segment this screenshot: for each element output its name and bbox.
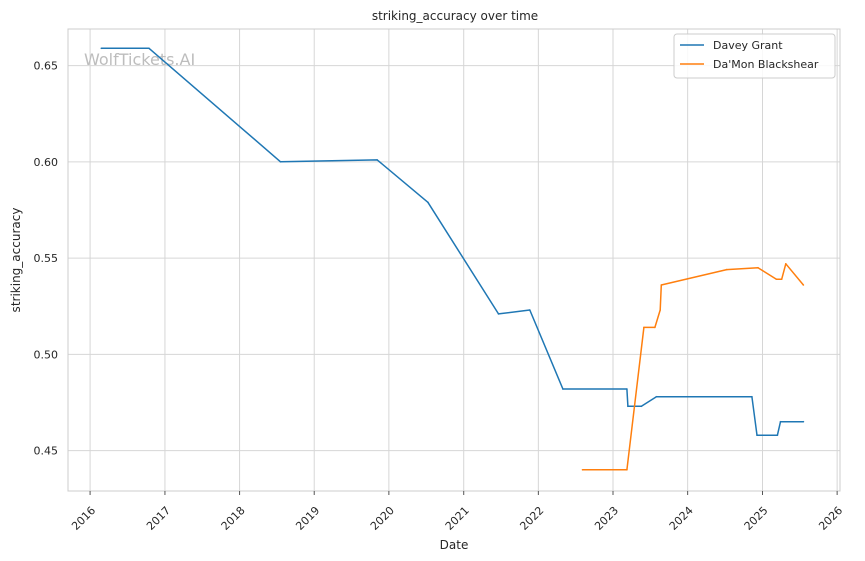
x-axis-ticks: 2016 2017 2018 2019 2020 2021 2022 2023 2024 2025… (69, 491, 845, 533)
data-point-da-mon-blackshear (785, 263, 787, 265)
data-point-da-mon-blackshear (654, 326, 656, 329)
data-point-da-mon-blackshear (643, 326, 645, 329)
data-point-da-mon-blackshear (780, 278, 783, 281)
data-point-da-mon-blackshear (626, 469, 628, 471)
chart-title: striking_accuracy over time (372, 9, 538, 23)
series-line-da-mon-blackshear (582, 263, 804, 471)
x-tick-label: 2019 (293, 504, 322, 533)
y-tick-label: 0.50 (34, 348, 59, 361)
series-lines (100, 47, 805, 471)
data-point-davey-grant (279, 161, 282, 163)
data-point-davey-grant (562, 388, 564, 390)
data-point-davey-grant (376, 159, 379, 161)
legend-box (673, 33, 836, 79)
x-tick-label: 2021 (443, 504, 472, 533)
data-point-davey-grant (627, 405, 629, 408)
y-axis-ticks: 0.45 0.50 0.55 0.60 0.65 (34, 60, 59, 458)
data-point-davey-grant (751, 395, 753, 398)
data-point-da-mon-blackshear (775, 278, 778, 281)
data-point-davey-grant (626, 388, 628, 390)
x-tick-label: 2023 (592, 504, 621, 533)
data-point-davey-grant (776, 434, 779, 437)
y-axis-label: striking_accuracy (9, 208, 23, 313)
data-point-da-mon-blackshear (581, 469, 584, 471)
x-axis-label: Date (440, 538, 469, 552)
x-tick-label: 2017 (144, 504, 173, 533)
data-point-davey-grant (100, 47, 103, 50)
data-point-da-mon-blackshear (802, 284, 805, 286)
x-tick-label: 2018 (219, 504, 248, 533)
y-tick-label: 0.55 (34, 252, 59, 265)
x-tick-label: 2022 (517, 504, 546, 533)
data-point-davey-grant (640, 405, 643, 408)
plot-area-frame (67, 28, 841, 492)
x-tick-label: 2025 (742, 504, 771, 533)
y-tick-label: 0.45 (34, 445, 59, 458)
data-point-davey-grant (497, 313, 500, 315)
data-point-davey-grant (655, 395, 658, 398)
x-tick-label: 2020 (368, 504, 397, 533)
data-point-da-mon-blackshear (660, 284, 663, 286)
x-tick-label: 2016 (69, 504, 98, 533)
legend: Davey Grant Da'Mon Blackshear (673, 33, 836, 79)
data-point-davey-grant (802, 420, 805, 423)
x-tick-label: 2024 (667, 504, 696, 533)
data-point-da-mon-blackshear (725, 268, 728, 271)
data-point-davey-grant (756, 434, 758, 437)
data-point-davey-grant (427, 201, 429, 204)
data-point-davey-grant (529, 309, 531, 311)
watermark: WolfTickets.AI (84, 50, 195, 69)
legend-label-damon-blackshear: Da'Mon Blackshear (713, 58, 819, 71)
x-tick-label: 2026 (816, 504, 845, 533)
gridlines (68, 29, 840, 491)
series-line-davey-grant (101, 47, 804, 436)
legend-label-davey-grant: Davey Grant (713, 39, 783, 52)
data-point-da-mon-blackshear (757, 266, 759, 269)
data-point-davey-grant (779, 420, 782, 423)
data-point-davey-grant (148, 47, 150, 50)
data-point-da-mon-blackshear (659, 309, 661, 311)
y-tick-label: 0.65 (34, 60, 59, 73)
y-tick-label: 0.60 (34, 156, 59, 169)
